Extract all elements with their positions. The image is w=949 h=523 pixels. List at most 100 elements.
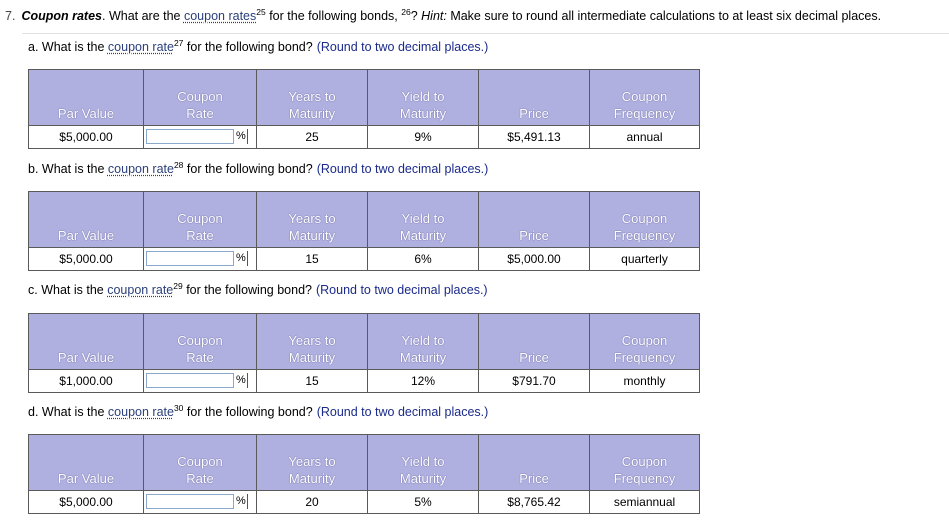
header-years-to-maturity: Years to Maturity xyxy=(256,434,368,491)
coupon-rate-input[interactable] xyxy=(146,129,234,144)
question-text-2: for the following bonds, xyxy=(265,9,402,23)
percent-sign: % xyxy=(236,494,248,509)
years-to-maturity: 20 xyxy=(256,490,368,514)
coupon-rate-input[interactable] xyxy=(146,494,234,509)
round-instruction: (Round to two decimal places.) xyxy=(316,162,489,176)
coupon-rate-input[interactable] xyxy=(146,251,234,266)
header-coupon-rate: Coupon Rate xyxy=(143,313,257,370)
coupon-rate-cell: % xyxy=(143,125,257,149)
question-text: . What are the xyxy=(102,9,184,23)
coupon-rates-link[interactable]: coupon rates xyxy=(183,9,257,23)
prompt-text: for the following bond? xyxy=(183,40,313,54)
question-title: Coupon rates xyxy=(21,9,102,23)
coupon-rate-cell: % xyxy=(143,369,257,393)
years-to-maturity: 25 xyxy=(256,125,368,149)
header-coupon-rate: Coupon Rate xyxy=(143,434,257,491)
bond-table-a: Par Value Coupon Rate Years to Maturity Yi… xyxy=(28,69,700,149)
header-par-value: Par Value xyxy=(28,69,144,126)
bond-table-d: Par Value Coupon Rate Years to Maturity Yi… xyxy=(28,434,700,514)
yield-to-maturity: 6% xyxy=(367,247,479,271)
price: $791.70 xyxy=(478,369,590,393)
round-instruction: (Round to two decimal places.) xyxy=(315,283,488,297)
header-coupon-rate: Coupon Rate xyxy=(143,191,257,248)
part-b-prompt: b. What is the coupon rate28 for the fol… xyxy=(28,159,489,176)
part-d-prompt: d. What is the coupon rate30 for the fol… xyxy=(28,402,489,419)
question-number: 7. xyxy=(5,9,16,23)
header-par-value: Par Value xyxy=(28,434,144,491)
question-mark: ? xyxy=(410,9,422,23)
header-years-to-maturity: Years to Maturity xyxy=(256,313,368,370)
header-years-to-maturity: Years to Maturity xyxy=(256,69,368,126)
prompt-text: What is the xyxy=(38,162,108,176)
part-label: d. xyxy=(28,405,39,419)
header-price: Price xyxy=(478,69,590,126)
coupon-rate-link[interactable]: coupon rate xyxy=(107,405,174,419)
price: $8,765.42 xyxy=(478,490,590,514)
part-label: c. xyxy=(28,283,38,297)
years-to-maturity: 15 xyxy=(256,369,368,393)
round-instruction: (Round to two decimal places.) xyxy=(316,405,489,419)
yield-to-maturity: 9% xyxy=(367,125,479,149)
table-row: $5,000.00 % 25 9% $5,491.13 annual xyxy=(28,125,700,149)
coupon-rate-cell: % xyxy=(143,490,257,514)
header-yield-to-maturity: Yield to Maturity xyxy=(367,313,479,370)
par-value: $5,000.00 xyxy=(28,247,144,271)
coupon-frequency: semiannual xyxy=(589,490,700,514)
coupon-frequency: monthly xyxy=(589,369,700,393)
footnote-ref[interactable]: 30 xyxy=(173,402,184,413)
percent-sign: % xyxy=(236,373,248,388)
percent-sign: % xyxy=(236,129,248,144)
header-yield-to-maturity: Yield to Maturity xyxy=(367,434,479,491)
price: $5,491.13 xyxy=(478,125,590,149)
coupon-rate-cell: % xyxy=(143,247,257,271)
percent-sign: % xyxy=(236,251,248,266)
footnote-ref[interactable]: 28 xyxy=(173,159,184,170)
coupon-rate-link[interactable]: coupon rate xyxy=(107,283,174,297)
divider xyxy=(22,33,949,34)
header-coupon-frequency: Coupon Frequency xyxy=(589,434,700,491)
header-coupon-frequency: Coupon Frequency xyxy=(589,313,700,370)
round-instruction: (Round to two decimal places.) xyxy=(316,40,489,54)
header-par-value: Par Value xyxy=(28,191,144,248)
prompt-text: What is the xyxy=(37,283,108,297)
yield-to-maturity: 5% xyxy=(367,490,479,514)
footnote-ref[interactable]: 25 xyxy=(256,6,266,17)
header-price: Price xyxy=(478,313,590,370)
header-coupon-rate: Coupon Rate xyxy=(143,69,257,126)
header-price: Price xyxy=(478,191,590,248)
header-coupon-frequency: Coupon Frequency xyxy=(589,191,700,248)
question-header: 7. Coupon rates. What are the coupon rate… xyxy=(5,6,945,23)
header-years-to-maturity: Years to Maturity xyxy=(256,191,368,248)
hint-label: Hint: xyxy=(421,9,447,23)
footnote-ref-2[interactable]: 26 xyxy=(401,6,411,17)
yield-to-maturity: 12% xyxy=(367,369,479,393)
coupon-rate-input[interactable] xyxy=(146,373,234,388)
par-value: $5,000.00 xyxy=(28,490,144,514)
coupon-rate-link[interactable]: coupon rate xyxy=(107,162,174,176)
prompt-text: for the following bond? xyxy=(183,405,313,419)
header-yield-to-maturity: Yield to Maturity xyxy=(367,191,479,248)
prompt-text: What is the xyxy=(38,40,108,54)
hint-text: Make sure to round all intermediate calc… xyxy=(446,9,882,23)
par-value: $5,000.00 xyxy=(28,125,144,149)
header-price: Price xyxy=(478,434,590,491)
coupon-frequency: annual xyxy=(589,125,700,149)
coupon-frequency: quarterly xyxy=(589,247,700,271)
part-label: a. xyxy=(28,40,39,54)
footnote-ref[interactable]: 27 xyxy=(173,37,184,48)
prompt-text: What is the xyxy=(38,405,108,419)
header-par-value: Par Value xyxy=(28,313,144,370)
header-coupon-frequency: Coupon Frequency xyxy=(589,69,700,126)
part-label: b. xyxy=(28,162,39,176)
part-c-prompt: c. What is the coupon rate29 for the fol… xyxy=(28,280,488,297)
table-row: $5,000.00 % 20 5% $8,765.42 semiannual xyxy=(28,490,700,514)
bond-table-c: Par Value Coupon Rate Years to Maturity Yi… xyxy=(28,313,700,393)
coupon-rate-link[interactable]: coupon rate xyxy=(107,40,174,54)
header-yield-to-maturity: Yield to Maturity xyxy=(367,69,479,126)
price: $5,000.00 xyxy=(478,247,590,271)
years-to-maturity: 15 xyxy=(256,247,368,271)
par-value: $1,000.00 xyxy=(28,369,144,393)
prompt-text: for the following bond? xyxy=(183,162,313,176)
prompt-text: for the following bond? xyxy=(182,283,312,297)
footnote-ref[interactable]: 29 xyxy=(173,280,183,291)
